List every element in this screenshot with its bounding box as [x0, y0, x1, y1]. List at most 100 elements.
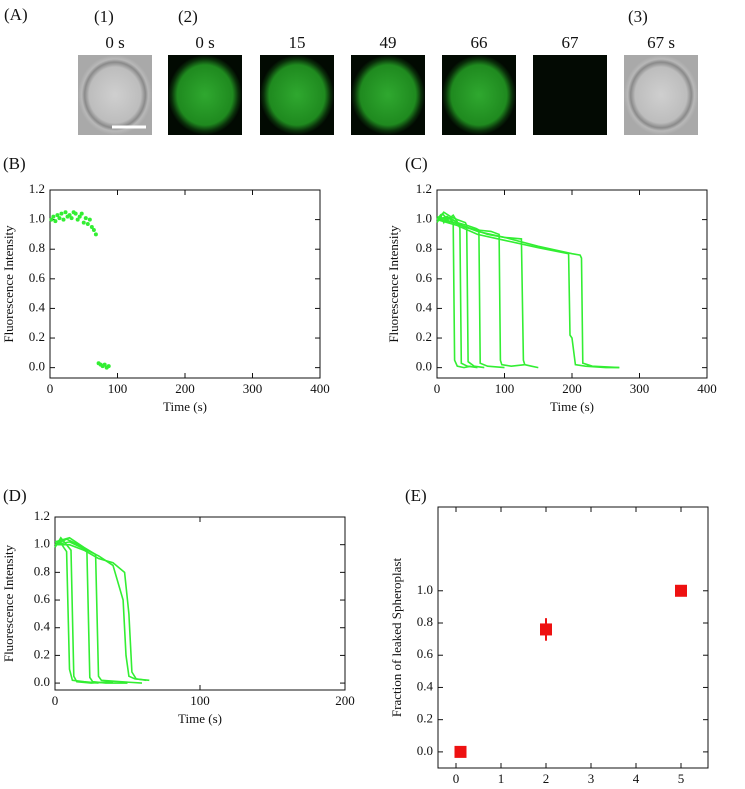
x-tick-label: 0 [453, 771, 460, 786]
y-tick-label: 0.0 [29, 359, 45, 374]
y-tick-label: 0.4 [29, 299, 46, 314]
trace [55, 543, 147, 682]
time-label: 15 [289, 33, 306, 52]
x-tick-label: 0 [47, 381, 54, 396]
data-point [51, 214, 56, 219]
y-tick-label: 0.8 [34, 563, 50, 578]
data-point [83, 216, 88, 221]
data-point [87, 217, 92, 222]
trace [436, 215, 505, 369]
data-point [93, 232, 98, 237]
x-tick-label: 0 [52, 693, 59, 708]
group-label: (1) [94, 7, 114, 26]
trace [436, 215, 620, 369]
y-tick-label: 0.8 [29, 240, 45, 255]
data-point [79, 211, 84, 216]
data-point [69, 216, 74, 221]
data-point [89, 225, 94, 230]
x-tick-label: 300 [243, 381, 263, 396]
y-tick-label: 0.0 [34, 674, 50, 689]
x-tick-label: 4 [633, 771, 640, 786]
trace [54, 538, 128, 684]
data-point [454, 745, 467, 758]
y-tick-label: 0.2 [417, 711, 433, 726]
time-label: 67 [562, 33, 580, 52]
data-point [53, 219, 58, 224]
data-point [61, 217, 66, 222]
x-tick-label: 400 [697, 381, 717, 396]
x-tick-label: 100 [495, 381, 515, 396]
time-label: 67 s [647, 33, 675, 52]
data-point [81, 220, 86, 225]
data-point [85, 222, 90, 227]
x-axis-label: Time (s) [163, 399, 207, 414]
data-point [102, 362, 107, 367]
data-point [49, 217, 54, 222]
panel-label: (B) [3, 154, 26, 173]
data-point [67, 213, 72, 218]
group-label: (3) [628, 7, 648, 26]
x-tick-label: 300 [630, 381, 650, 396]
trace [54, 536, 143, 684]
plot-frame [437, 506, 709, 769]
time-label: 0 s [195, 33, 214, 52]
micrograph [533, 55, 607, 135]
y-tick-label: 1.0 [29, 211, 45, 226]
y-tick-label: 0.2 [29, 329, 45, 344]
data-point [91, 227, 96, 232]
trace [54, 541, 150, 682]
micrograph [442, 55, 516, 135]
y-tick-label: 1.2 [29, 181, 45, 196]
data-point [63, 210, 68, 215]
data-point [75, 217, 80, 222]
x-tick-label: 400 [310, 381, 330, 396]
panel-label: (C) [405, 154, 428, 173]
trace [54, 536, 114, 684]
trace [436, 218, 620, 369]
y-tick-label: 0.4 [34, 619, 51, 634]
panel-label: (E) [405, 486, 427, 505]
micrograph [78, 55, 152, 135]
y-tick-label: 0.0 [417, 743, 433, 758]
x-tick-label: 1 [498, 771, 505, 786]
plot-frame [436, 189, 708, 379]
y-tick-label: 0.8 [417, 614, 433, 629]
y-tick-label: 0.6 [34, 591, 51, 606]
x-axis-label: Time (s) [178, 711, 222, 726]
x-tick-label: 200 [175, 381, 195, 396]
time-label: 66 [471, 33, 488, 52]
x-tick-label: 5 [678, 771, 685, 786]
trace [54, 539, 99, 684]
panel-label: (D) [3, 486, 27, 505]
y-tick-label: 1.0 [417, 582, 433, 597]
micrograph [260, 55, 334, 135]
x-tick-label: 3 [588, 771, 595, 786]
y-axis-label: Fluorescence Intensity [1, 544, 16, 662]
time-label: 0 s [105, 33, 124, 52]
micrograph [624, 55, 698, 135]
y-axis-label: Fluorescence Intensity [1, 225, 16, 343]
x-axis-label: Time (s) [550, 399, 594, 414]
x-tick-label: 100 [108, 381, 128, 396]
x-tick-label: 200 [335, 693, 355, 708]
x-tick-label: 200 [562, 381, 582, 396]
group-label: (2) [178, 7, 198, 26]
y-tick-label: 0.6 [417, 646, 434, 661]
y-axis-label: Fraction of leaked Spheroplast [389, 558, 404, 718]
data-point [106, 364, 111, 369]
y-axis-label: Fluorescence Intensity [386, 225, 401, 343]
micrograph [168, 55, 242, 135]
trace [436, 211, 485, 369]
y-tick-label: 0.0 [416, 359, 432, 374]
x-tick-label: 100 [190, 693, 210, 708]
panel-label: (A) [4, 5, 28, 24]
y-tick-label: 1.0 [34, 536, 50, 551]
data-point [59, 211, 64, 216]
y-tick-label: 0.2 [34, 646, 50, 661]
micrograph [351, 55, 425, 135]
y-tick-label: 1.2 [34, 508, 50, 523]
data-point [540, 623, 552, 636]
trace [436, 217, 525, 368]
y-tick-label: 0.6 [416, 270, 433, 285]
